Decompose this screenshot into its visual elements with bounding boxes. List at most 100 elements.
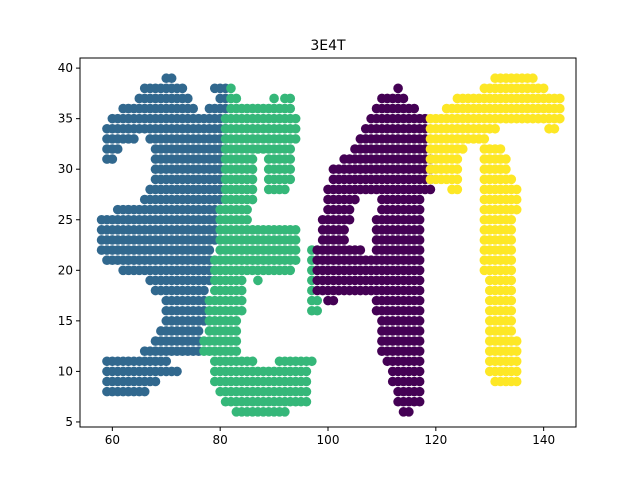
scatter-point: [506, 245, 517, 255]
scatter-point: [511, 194, 522, 205]
scatter-point: [290, 245, 301, 255]
scatter-point: [511, 336, 522, 346]
x-tick-label: 120: [424, 433, 447, 447]
y-tick-label: 35: [58, 112, 73, 126]
scatter-point: [555, 103, 565, 114]
scatter-point: [129, 134, 139, 144]
scatter-point: [506, 265, 517, 276]
scatter-point: [247, 174, 258, 185]
scatter-point: [188, 103, 199, 114]
x-tick-label: 100: [317, 433, 340, 447]
scatter-point: [501, 154, 511, 164]
scatter-point: [506, 174, 517, 185]
scatter-point: [236, 275, 247, 286]
scatter-point: [344, 204, 355, 215]
scatter-point: [506, 305, 517, 316]
scatter-point: [204, 245, 215, 255]
scatter-point: [425, 184, 436, 195]
scatter-point: [107, 154, 118, 164]
y-tick-label: 20: [58, 263, 73, 277]
scatter-point: [290, 134, 301, 144]
scatter-point: [555, 113, 565, 124]
scatter-point: [172, 366, 182, 377]
scatter-point: [511, 346, 522, 356]
scatter-point: [247, 154, 258, 164]
scatter-point: [161, 356, 172, 367]
scatter-point: [312, 305, 323, 316]
x-tick-label: 140: [532, 433, 555, 447]
scatter-point: [301, 376, 312, 387]
scatter-point: [112, 144, 123, 154]
scatter-point: [414, 326, 425, 336]
scatter-point: [285, 93, 296, 104]
scatter-point: [511, 356, 522, 367]
scatter-point: [150, 376, 161, 387]
scatter-point: [511, 366, 522, 377]
scatter-point: [236, 285, 247, 296]
scatter-point: [280, 184, 290, 195]
scatter-point: [344, 214, 355, 225]
scatter-point: [528, 73, 538, 84]
data-points: [96, 73, 565, 417]
scatter-point: [506, 235, 517, 245]
x-axis-ticks: 60 80 100 120 140: [105, 427, 555, 447]
scatter-point: [350, 194, 360, 205]
scatter-point: [511, 204, 522, 215]
y-tick-label: 5: [65, 415, 73, 429]
scatter-point: [398, 93, 409, 104]
scatter-point: [290, 113, 301, 124]
scatter-point: [409, 103, 420, 114]
scatter-point: [414, 316, 425, 326]
scatter-point: [501, 164, 511, 175]
scatter-point: [414, 366, 425, 377]
scatter-point: [506, 225, 517, 235]
scatter-point: [549, 123, 560, 134]
scatter-point: [247, 356, 258, 367]
scatter-point: [452, 164, 463, 175]
scatter-point: [199, 285, 209, 296]
scatter-point: [231, 316, 242, 326]
scatter-point: [290, 225, 301, 235]
scatter-point: [414, 336, 425, 346]
scatter-point: [452, 174, 463, 185]
scatter-point: [139, 386, 150, 397]
scatter-point: [285, 144, 296, 154]
scatter-point: [231, 93, 242, 104]
scatter-point: [231, 336, 242, 346]
scatter-point: [355, 245, 366, 255]
scatter-point: [247, 184, 258, 195]
scatter-point: [506, 285, 517, 296]
scatter-point: [414, 214, 425, 225]
scatter-point: [242, 214, 252, 225]
scatter-point: [307, 356, 317, 367]
scatter-point: [269, 93, 279, 104]
scatter-point: [231, 346, 242, 356]
scatter-point: [247, 164, 258, 175]
scatter-point: [414, 265, 425, 276]
scatter-point: [312, 295, 323, 306]
scatter-point: [253, 275, 263, 286]
scatter-point: [247, 194, 258, 205]
scatter-point: [414, 295, 425, 306]
scatter-point: [414, 194, 425, 205]
scatter-point: [290, 235, 301, 245]
scatter-point: [414, 204, 425, 215]
scatter-point: [538, 83, 549, 94]
x-tick-label: 80: [213, 433, 228, 447]
scatter-point: [285, 164, 296, 175]
chart-title: 3E4T: [310, 38, 346, 54]
scatter-point: [506, 295, 517, 306]
scatter-point: [328, 295, 339, 306]
scatter-point: [414, 235, 425, 245]
scatter-point: [506, 316, 517, 326]
scatter-point: [166, 73, 177, 84]
scatter-point: [414, 275, 425, 286]
scatter-point: [414, 225, 425, 235]
scatter-point: [280, 407, 290, 417]
scatter-point: [231, 326, 242, 336]
scatter-point: [290, 123, 301, 134]
scatter-point: [226, 83, 236, 94]
y-axis-ticks: 5 10 15 20 25 30 35 40: [58, 61, 80, 429]
y-tick-label: 15: [58, 314, 73, 328]
